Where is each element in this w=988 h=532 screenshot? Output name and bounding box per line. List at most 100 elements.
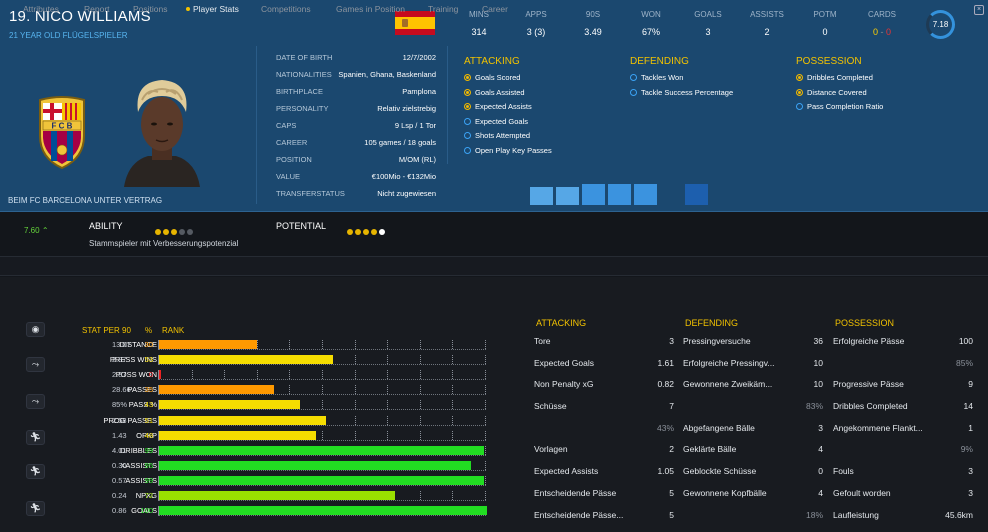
stat-row-label: Expected Assists [534,466,599,477]
row-stat-value: 2.87 [112,370,127,380]
track-tick [354,415,356,425]
stat-row-label: Gewonnene Kopfbälle [683,487,767,498]
form-history-bar [556,187,579,205]
form-history-bar [634,184,657,205]
highlight-item[interactable]: Pass Completion Ratio [796,102,883,111]
highlight-item[interactable]: Goals Assisted [464,88,525,97]
stat-row-value: 3 [968,487,973,498]
table-row: POSS WON 2.87 0 [52,369,492,381]
stat-assists: ASSISTS 2 [737,10,797,37]
defending-icon[interactable]: ⤳ [26,357,45,372]
stat-row: Dribbles Completed 14 [833,401,973,423]
row-stat-value: 13.07 [112,340,131,349]
rank-header: RANK [162,326,185,335]
table-row: ASSISTS 0.57 99 [52,475,492,487]
row-stat-name: PROG PASSES [103,415,157,425]
stat-row: Vorlagen 2 [534,444,674,466]
stat-row-value: 1.61 [657,357,674,368]
track-tick [485,491,486,500]
tab-attributes[interactable]: Attributes [23,4,59,14]
stat-row: Tore 3 [534,336,674,358]
player-name[interactable]: 19. NICO WILLIAMS [9,8,151,25]
form-history-bar [530,187,553,205]
rank-track [158,506,487,517]
stat-column-title: ATTACKING [536,318,587,328]
track-tick [419,370,421,380]
stat-row: Abgefangene Bälle 3 [683,423,823,445]
rank-track [158,355,486,366]
highlight-item[interactable]: Expected Assists [464,102,532,111]
highlight-item[interactable]: Tackles Won [630,73,683,82]
rank-bar [159,400,301,410]
row-stat-name: DRIBBLES [119,445,157,455]
info-label: PERSONALITY [276,104,329,113]
star-icon [163,229,169,235]
table-row: PASS % 85% 43 [52,399,492,411]
passing-icon[interactable]: ⤳ [26,394,45,409]
stat-row-value: 2 [669,444,674,455]
highlight-item[interactable]: Dribbles Completed [796,73,873,82]
track-tick [485,370,486,380]
stat-row: 18% [683,510,823,532]
rank-track [158,370,486,381]
track-tick [485,340,486,349]
stat-row-label: Vorlagen [534,444,568,455]
table-row: OPKP 1.43 48 [52,430,492,442]
row-stat-name: PRESS WINS [109,355,157,365]
track-tick [322,430,323,440]
tab-games-in-position[interactable]: Games in Position [336,4,405,14]
info-label: BIRTHPLACE [276,87,323,96]
stat-label: GOALS [694,10,722,19]
stat-row: Pressingversuche 36 [683,336,823,358]
tab-player-stats[interactable]: Player Stats [186,4,239,14]
highlight-item[interactable]: Distance Covered [796,88,867,97]
rank-track [158,400,486,411]
stat-row-label: Dribbles Completed [833,401,908,412]
running-icon[interactable]: 🏃︎ [26,430,45,445]
stat-row-label: Fouls [833,466,854,477]
info-label: CAPS [276,121,297,130]
highlight-item[interactable]: Goals Scored [464,73,520,82]
stat-value: 67% [641,27,660,37]
tab-positions[interactable]: Positions [133,4,168,14]
track-tick [387,355,389,365]
highlight-item[interactable]: Expected Goals [464,117,528,126]
tab-report[interactable]: Report [84,4,110,14]
row-stat-name: XASSISTS [120,460,157,470]
stat-per-90-header: STAT PER 90 [82,326,131,335]
tab-training[interactable]: Training [428,4,459,14]
row-stat-value: 4.01 [112,445,127,455]
rank-track [158,430,486,441]
stat-row-label: Entscheidende Pässe [534,487,617,498]
highlight-item[interactable]: Tackle Success Percentage [630,88,733,97]
info-label: NATIONALITIES [276,70,332,79]
track-tick [387,400,389,410]
info-row: CAPS 9 Lsp / 1 Tor [276,121,440,130]
row-percentile: 0 [148,370,153,380]
form-history-bar [685,184,708,205]
row-percentile: 72 [144,491,153,500]
form-history-bar [582,184,605,205]
row-stat-name: ASSISTS [125,475,157,485]
stat-row-label: Pressingversuche [683,336,751,346]
stat-row: Entscheidende Pässe 5 [534,488,674,510]
highlight-item[interactable]: Open Play Key Passes [464,146,552,155]
stat-row-value: 7 [669,401,674,412]
row-stat-name: POSS WON [115,370,157,380]
track-tick [485,430,486,440]
shooting-icon[interactable]: 🏃︎ [26,501,45,516]
stat-90s: 90S 3.49 [563,10,623,37]
track-tick [256,370,258,380]
track-tick [387,370,389,380]
info-value[interactable]: M/OM (RL) [398,155,436,164]
overview-icon[interactable]: ◉ [26,322,45,337]
ability-stars [155,222,195,240]
highlight-item[interactable]: Shots Attempted [464,131,530,140]
stat-row-value: 1 [968,422,973,433]
dribbling-icon[interactable]: 🏃︎ [26,464,45,479]
track-tick [452,355,454,365]
tab-career[interactable]: Career [482,4,508,14]
close-icon[interactable]: × [974,5,984,15]
tab-competitions[interactable]: Competitions [261,4,311,14]
row-stat-value: 28.66 [112,385,131,395]
